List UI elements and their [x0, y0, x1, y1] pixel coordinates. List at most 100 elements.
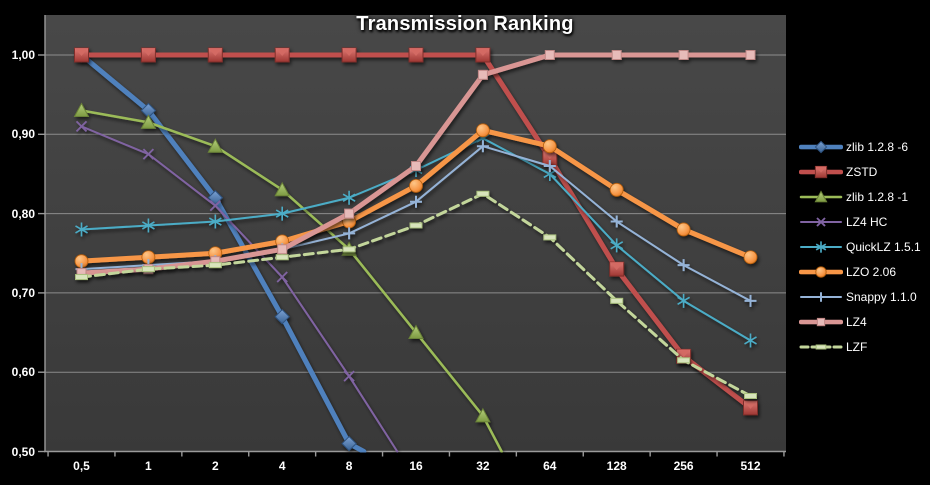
data-point-marker	[410, 195, 422, 208]
data-point-marker	[208, 214, 222, 229]
x-axis-label: 0,5	[73, 459, 90, 473]
data-point-marker	[744, 294, 757, 307]
data-point-marker	[343, 227, 356, 240]
data-point-marker	[409, 222, 423, 229]
x-axis-label: 64	[543, 459, 557, 473]
data-point-marker	[678, 50, 689, 60]
legend-label: LZO 2.06	[846, 264, 897, 279]
legend-item-snappy-1-1-0: Snappy 1.1.0	[799, 284, 927, 309]
data-point-marker	[475, 48, 490, 56]
legend-item-lzo-2-06: LZO 2.06	[799, 259, 927, 284]
data-point-marker	[411, 161, 421, 172]
legend-key-sample	[799, 317, 843, 326]
data-point-marker	[543, 160, 556, 173]
data-point-marker	[342, 48, 357, 56]
data-point-marker	[140, 114, 157, 129]
data-point-marker	[276, 271, 288, 283]
legend-label: LZ4	[846, 314, 867, 329]
data-point-marker	[409, 48, 423, 56]
x-axis-label: 2	[211, 459, 219, 473]
data-point-marker	[815, 240, 827, 253]
data-point-marker	[816, 291, 826, 302]
series-line	[80, 125, 399, 453]
legend-item-zlib-1-2-8-6: zlib 1.2.8 -6	[799, 134, 927, 159]
legend-item-lz4-hc: LZ4 HC	[799, 209, 927, 234]
data-point-marker	[610, 238, 624, 253]
legend-label: zlib 1.2.8 -1	[846, 189, 909, 204]
y-axis-label: 0,80	[11, 206, 35, 221]
data-point-marker	[209, 200, 221, 212]
y-axis-label: 1,00	[11, 48, 35, 62]
data-point-marker	[816, 216, 826, 227]
data-point-marker	[207, 138, 224, 153]
legend-label: ZSTD	[846, 164, 878, 179]
data-point-marker	[275, 254, 289, 261]
data-point-marker	[75, 222, 88, 237]
series-line	[80, 109, 503, 453]
data-point-marker	[342, 246, 356, 253]
data-point-marker	[676, 222, 691, 237]
data-point-marker	[141, 48, 156, 56]
x-axis-label: 1	[145, 459, 152, 473]
data-point-marker	[75, 274, 88, 281]
data-point-marker	[73, 102, 90, 118]
series-lzf	[75, 190, 757, 399]
data-point-marker	[814, 140, 828, 153]
y-axis-label: 0,50	[11, 444, 35, 459]
legend-key-sample	[799, 265, 843, 278]
data-point-marker	[344, 208, 355, 219]
data-point-marker	[543, 234, 557, 241]
legend-item-zstd: ZSTD	[799, 159, 927, 184]
data-point-marker	[75, 120, 88, 133]
data-point-marker	[475, 407, 491, 423]
y-axis-label: 0,70	[11, 285, 35, 300]
y-axis-label: 0,90	[11, 127, 35, 142]
data-point-marker	[745, 50, 756, 60]
y-axis-label: 0,60	[11, 365, 35, 380]
data-point-marker	[743, 400, 758, 409]
x-axis-label: 512	[740, 459, 761, 473]
data-point-marker	[141, 266, 155, 273]
data-point-marker	[476, 190, 490, 197]
data-point-marker	[744, 333, 757, 348]
data-point-marker	[208, 48, 223, 56]
data-point-marker	[816, 317, 826, 326]
legend-item-lz4: LZ4	[799, 309, 927, 334]
data-point-marker	[610, 215, 623, 228]
x-axis-label: 128	[606, 459, 627, 473]
data-point-marker	[676, 349, 691, 358]
data-point-marker	[475, 123, 490, 138]
data-point-marker	[274, 181, 291, 197]
x-axis-label: 4	[278, 459, 286, 473]
data-point-marker	[274, 308, 290, 325]
legend-label: LZ4 HC	[846, 214, 888, 229]
legend-key-sample	[800, 291, 842, 302]
x-axis-label: 32	[476, 459, 490, 473]
data-point-marker	[342, 190, 356, 205]
data-point-marker	[277, 244, 288, 255]
data-point-marker	[343, 370, 355, 382]
data-point-marker	[142, 148, 155, 160]
data-point-marker	[611, 50, 622, 60]
data-point-marker	[409, 178, 423, 193]
legend-label: Snappy 1.1.0	[846, 289, 917, 304]
legend-key-sample	[799, 140, 843, 153]
legend-item-zlib-1-2-8-1: zlib 1.2.8 -1	[799, 184, 927, 209]
x-axis-label: 16	[409, 459, 423, 473]
legend-key-sample	[799, 344, 843, 349]
legend-label: zlib 1.2.8 -6	[846, 139, 909, 154]
data-point-marker	[141, 218, 155, 233]
data-point-marker	[544, 50, 555, 60]
series-lz4-hc	[75, 120, 399, 453]
x-axis-label: 8	[345, 459, 353, 473]
legend-key-sample	[800, 216, 842, 227]
x-axis-label: 256	[673, 459, 694, 473]
data-point-marker	[677, 357, 691, 364]
legend-label: QuickLZ 1.5.1	[846, 239, 921, 254]
data-point-marker	[610, 297, 624, 304]
data-point-marker	[476, 140, 489, 153]
data-point-marker	[815, 165, 827, 173]
legend-item-quicklz-1-5-1: QuickLZ 1.5.1	[799, 234, 927, 259]
data-point-marker	[275, 48, 290, 56]
